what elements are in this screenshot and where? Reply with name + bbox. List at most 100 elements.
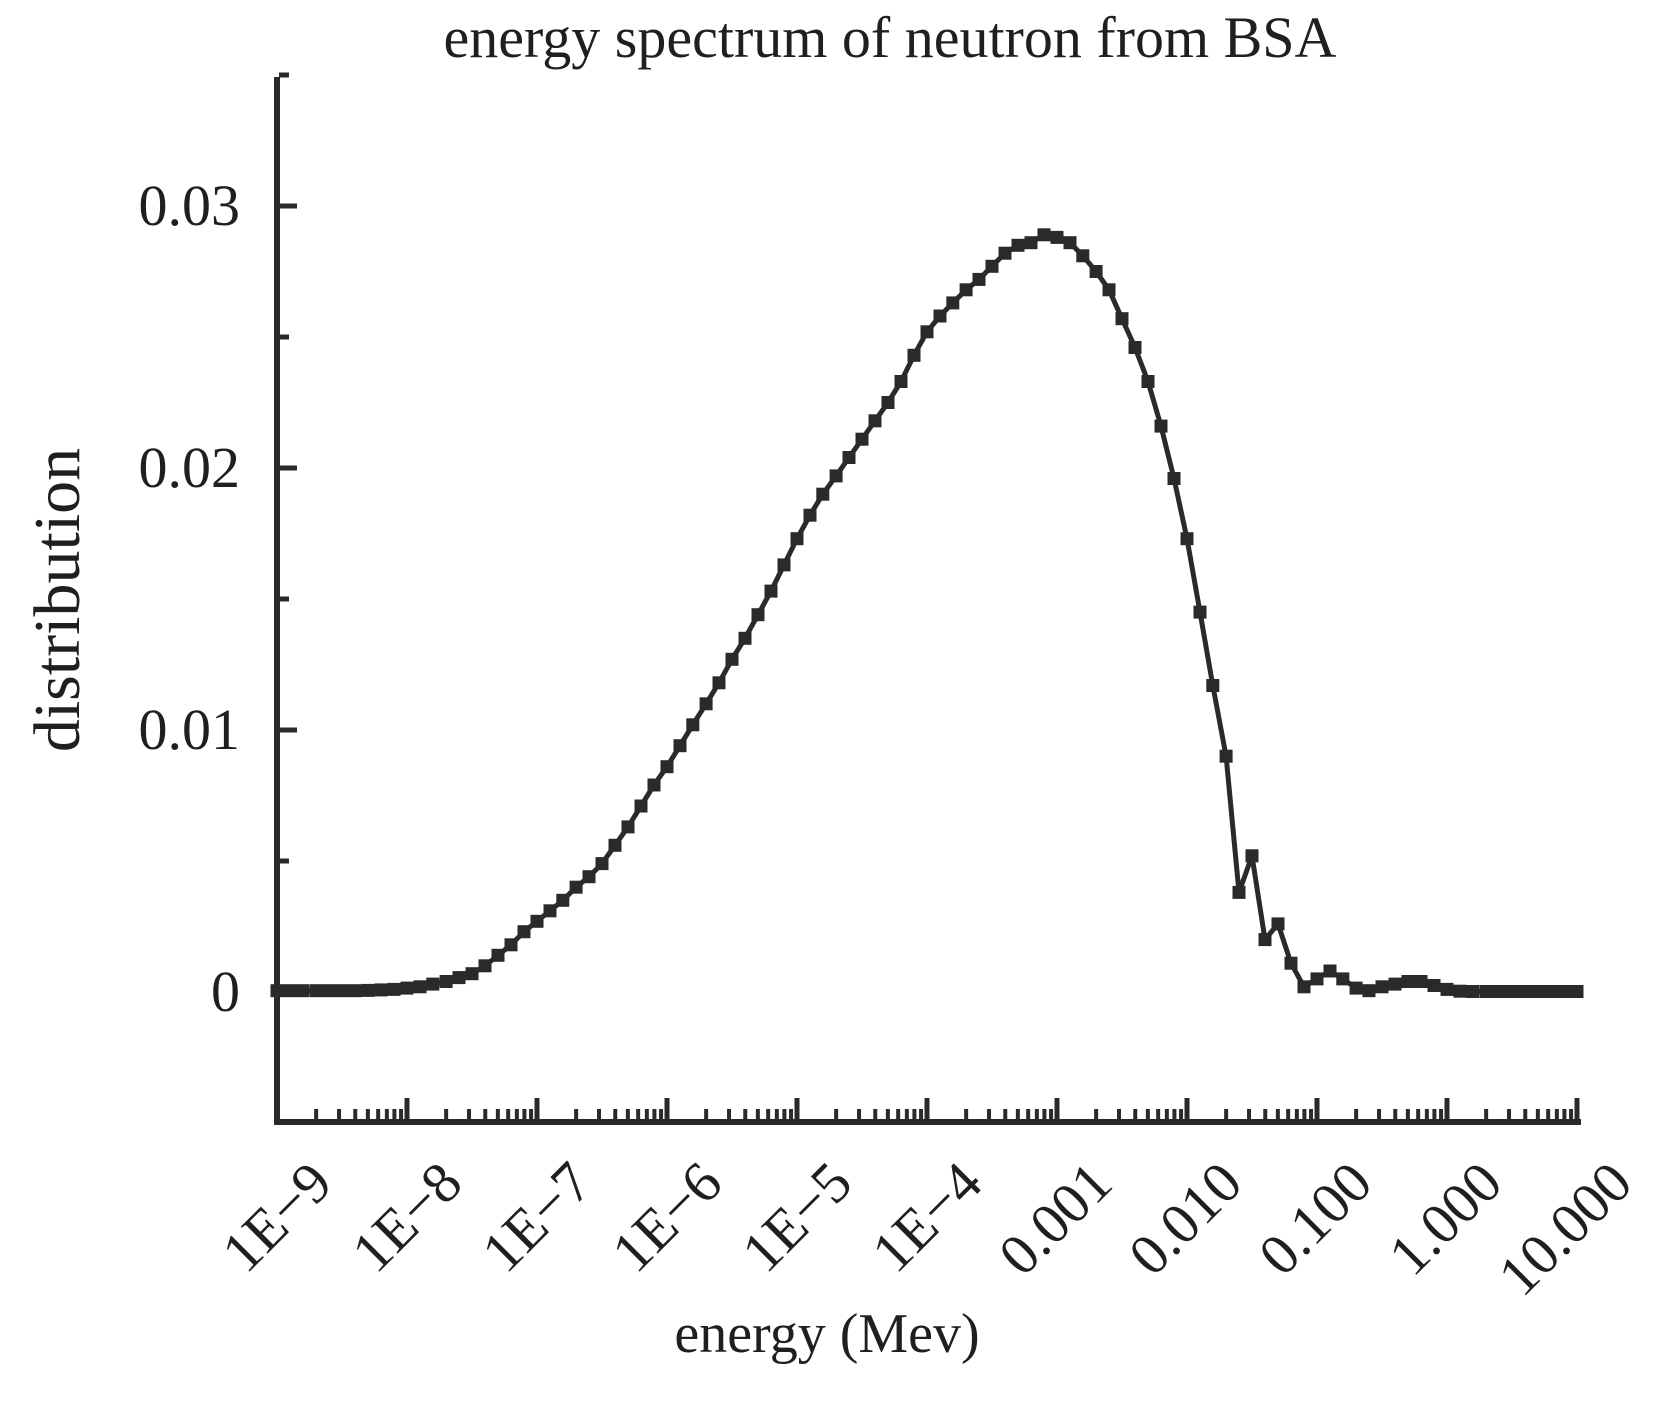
- data-point-marker: [491, 948, 505, 962]
- data-point-marker: [1141, 375, 1155, 388]
- data-point-marker: [829, 469, 843, 483]
- data-point-marker: [504, 938, 518, 952]
- data-point-marker: [1323, 964, 1337, 978]
- data-point-marker: [582, 870, 596, 884]
- y-tick-label: 0: [211, 959, 240, 1024]
- data-point-marker: [1440, 982, 1454, 996]
- data-point-marker: [816, 487, 830, 501]
- data-point-marker: [790, 532, 804, 546]
- data-point-marker: [1492, 985, 1506, 998]
- x-axis-label: energy (Mev): [674, 1303, 980, 1365]
- data-point-marker: [387, 982, 401, 996]
- spectrum-line: [277, 232, 1577, 994]
- data-point-marker: [478, 959, 492, 973]
- data-point-marker: [452, 971, 466, 985]
- data-point-marker: [1245, 849, 1259, 863]
- data-point-marker: [1037, 228, 1051, 242]
- data-point-marker: [1154, 419, 1168, 433]
- data-point-marker: [413, 980, 427, 994]
- data-point-marker: [1375, 980, 1389, 994]
- data-point-marker: [1466, 985, 1480, 998]
- data-point-marker: [647, 778, 661, 792]
- data-point-marker: [439, 975, 453, 988]
- data-point-marker: [1167, 472, 1181, 485]
- data-point-marker: [1401, 975, 1415, 988]
- data-point-marker: [1089, 265, 1103, 278]
- data-point-marker: [530, 914, 544, 928]
- data-point-marker: [1115, 312, 1129, 326]
- data-point-marker: [1414, 975, 1428, 988]
- data-point-marker: [1271, 917, 1285, 931]
- data-point-marker: [1206, 679, 1220, 692]
- data-point-marker: [634, 799, 648, 813]
- data-point-marker: [1011, 238, 1025, 252]
- data-point-marker: [1297, 980, 1311, 994]
- data-point-marker: [1219, 749, 1233, 763]
- data-point-marker: [270, 984, 284, 998]
- data-point-marker: [946, 296, 960, 310]
- data-point-marker: [842, 451, 856, 464]
- data-point-marker: [920, 325, 934, 339]
- data-point-marker: [1076, 249, 1090, 263]
- data-point-marker: [1102, 283, 1116, 297]
- data-point-marker: [972, 272, 986, 286]
- y-tick-label: 0.02: [138, 435, 241, 500]
- data-point-marker: [855, 432, 869, 446]
- data-point-marker: [1479, 985, 1493, 998]
- data-point-marker: [1193, 605, 1207, 619]
- data-point-marker: [660, 760, 674, 774]
- data-point-marker: [374, 983, 388, 997]
- data-point-marker: [1505, 985, 1519, 998]
- data-point-marker: [348, 984, 362, 998]
- data-point-marker: [621, 820, 635, 834]
- data-point-marker: [465, 967, 479, 981]
- data-point-marker: [998, 246, 1012, 260]
- data-point-marker: [673, 739, 687, 753]
- data-point-marker: [881, 396, 895, 409]
- data-point-marker: [556, 893, 570, 907]
- data-point-marker: [738, 631, 752, 645]
- data-point-marker: [335, 984, 349, 998]
- data-point-marker: [1336, 972, 1350, 986]
- data-point-marker: [764, 584, 778, 598]
- data-point-marker: [751, 608, 765, 622]
- data-point-marker: [699, 697, 713, 711]
- data-point-marker: [1024, 236, 1038, 250]
- data-point-marker: [894, 375, 908, 388]
- data-point-marker: [1362, 984, 1376, 998]
- data-point-marker: [361, 983, 375, 997]
- data-point-marker: [1427, 979, 1441, 992]
- chart-title: energy spectrum of neutron from BSA: [443, 5, 1337, 70]
- data-point-marker: [608, 838, 622, 852]
- data-point-marker: [1531, 985, 1545, 998]
- data-point-marker: [322, 984, 336, 998]
- data-point-marker: [1284, 956, 1298, 970]
- data-point-marker: [1570, 985, 1584, 998]
- data-point-marker: [400, 981, 414, 995]
- data-point-marker: [426, 977, 440, 991]
- data-point-marker: [1063, 236, 1077, 250]
- data-point-marker: [907, 348, 921, 362]
- data-point-marker: [296, 984, 310, 998]
- y-tick-label: 0.01: [138, 697, 241, 762]
- data-point-marker: [1232, 885, 1246, 899]
- data-point-marker: [712, 676, 726, 690]
- data-point-marker: [725, 652, 739, 666]
- data-point-marker: [1180, 532, 1194, 546]
- data-point-marker: [1310, 972, 1324, 986]
- data-point-marker: [1349, 981, 1363, 995]
- data-point-marker: [1258, 933, 1272, 947]
- data-point-marker: [595, 857, 609, 871]
- data-point-marker: [1557, 985, 1571, 998]
- data-point-marker: [309, 984, 323, 998]
- data-point-marker: [1128, 341, 1142, 354]
- data-point-marker: [517, 925, 531, 939]
- data-point-marker: [686, 718, 700, 732]
- spectrum-markers: [270, 228, 1584, 998]
- data-point-marker: [1518, 985, 1532, 998]
- data-point-marker: [569, 880, 583, 894]
- data-point-marker: [1388, 977, 1402, 991]
- data-point-marker: [1453, 984, 1467, 998]
